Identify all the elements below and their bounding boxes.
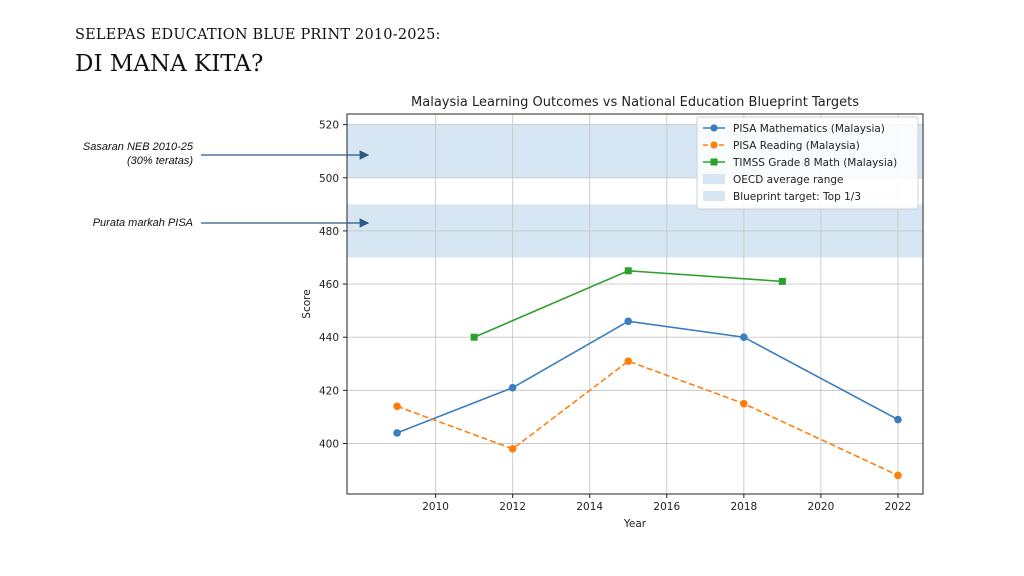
series-line-2 <box>473 269 783 338</box>
legend-swatch-marker <box>710 158 718 166</box>
slide-subtitle: SELEPAS EDUCATION BLUE PRINT 2010-2025: <box>75 27 441 43</box>
legend-label: TIMSS Grade 8 Math (Malaysia) <box>732 157 897 169</box>
legend-label: PISA Reading (Malaysia) <box>733 140 860 152</box>
x-tick-label: 2018 <box>730 501 757 513</box>
legend-swatch-band <box>703 174 725 184</box>
annotation-pisa-average: Purata markah PISA <box>93 216 193 230</box>
point-0-2 <box>624 317 633 326</box>
plot-frame <box>346 113 924 495</box>
x-tick-label: 2022 <box>885 501 912 513</box>
x-tick-label: 2016 <box>653 501 680 513</box>
slide-heading: SELEPAS EDUCATION BLUE PRINT 2010-2025: … <box>75 26 441 78</box>
point-1-2 <box>624 357 633 365</box>
y-tick-label: 480 <box>319 226 339 238</box>
point-1-4 <box>894 471 902 480</box>
annotation-neb-target-line1: Sasaran NEB 2010-25 <box>82 141 193 153</box>
legend-label: PISA Mathematics (Malaysia) <box>733 123 885 135</box>
annotation-neb-target-line2: (30% teratas) <box>126 155 193 167</box>
legend-swatch-band <box>703 191 725 201</box>
point-1-1 <box>508 445 517 453</box>
x-tick-label: 2012 <box>499 501 526 513</box>
point-0-0 <box>393 429 401 437</box>
legend-swatch-marker <box>710 141 718 149</box>
point-0-3 <box>740 333 748 342</box>
point-0-1 <box>508 383 517 392</box>
legend-label: Blueprint target: Top 1/3 <box>733 191 861 203</box>
y-tick-label: 400 <box>319 439 339 451</box>
legend-swatch-marker <box>710 124 718 132</box>
y-tick-label: 520 <box>319 120 339 132</box>
annotation-neb-target: Sasaran NEB 2010-25 (30% teratas) <box>83 140 193 168</box>
point-2-1 <box>624 267 632 275</box>
point-1-3 <box>740 399 748 408</box>
x-tick-label: 2010 <box>422 501 449 513</box>
y-axis-label: Score <box>301 289 313 318</box>
y-tick-label: 460 <box>319 279 339 291</box>
legend-label: OECD average range <box>733 174 844 186</box>
x-axis-label: Year <box>623 518 647 530</box>
slide-title: DI MANA KITA? <box>75 51 264 77</box>
x-tick-label: 2014 <box>576 501 603 513</box>
annotation-pisa-average-line1: Purata markah PISA <box>92 217 193 229</box>
chart-title: Malaysia Learning Outcomes vs National E… <box>411 95 859 110</box>
y-tick-label: 440 <box>319 332 339 344</box>
point-0-4 <box>894 415 902 424</box>
point-2-0 <box>470 333 478 341</box>
legend-box <box>696 116 919 210</box>
x-tick-label: 2020 <box>808 501 835 513</box>
point-2-2 <box>778 277 786 285</box>
y-tick-label: 420 <box>319 385 339 397</box>
point-1-0 <box>393 402 401 411</box>
series-line-1 <box>396 360 899 477</box>
y-tick-label: 500 <box>319 173 339 185</box>
